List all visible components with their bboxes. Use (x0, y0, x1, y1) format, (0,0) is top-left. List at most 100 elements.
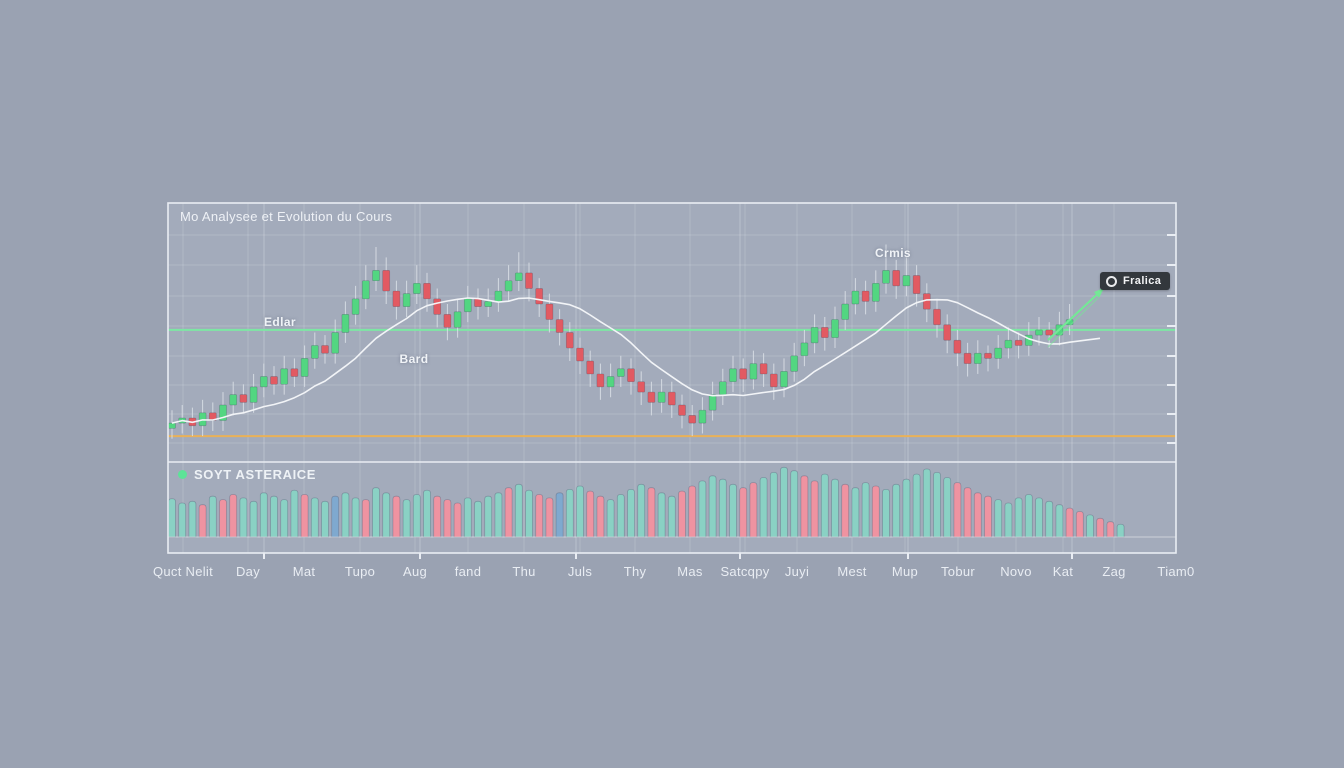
candle-bullish (514, 272, 523, 282)
volume-bar (1116, 523, 1125, 538)
volume-bar (270, 495, 278, 538)
volume-bar (402, 499, 411, 538)
volume-bar (321, 500, 329, 538)
volume-bar (718, 478, 727, 538)
volume-bar (586, 490, 595, 538)
trend-arrow-line (1047, 287, 1105, 341)
candle-bearish (290, 368, 299, 377)
trend-arrow-shadow-line (1047, 297, 1099, 348)
volume-bar (769, 472, 778, 538)
volume-bar (667, 495, 676, 538)
candle-bullish (606, 376, 615, 388)
volume-bar (810, 480, 819, 538)
volume-bar (423, 489, 431, 538)
volume-bar (831, 478, 839, 538)
candle-bullish (882, 269, 890, 284)
volume-bar (657, 492, 666, 538)
volume-bar (1086, 514, 1094, 538)
volume-bar (851, 487, 860, 538)
candle-bearish (535, 288, 544, 305)
candle-bearish (637, 381, 646, 393)
moving-average-line (171, 297, 1101, 424)
volume-bar (1065, 507, 1074, 538)
volume-bar (790, 470, 799, 538)
candle-bearish (423, 282, 431, 300)
candle-bullish (300, 358, 309, 377)
candle-bullish (463, 298, 472, 313)
candle-bearish (933, 308, 941, 326)
candle-bearish (392, 290, 401, 307)
candle-bullish (310, 345, 319, 359)
candle-bullish (994, 347, 1003, 359)
volume-bar (1096, 517, 1105, 538)
candle-bullish (871, 282, 880, 302)
candle-bullish (249, 386, 258, 403)
volume-bar (514, 483, 523, 538)
volume-bar (239, 497, 248, 538)
candle-bearish (922, 293, 931, 310)
volume-bar (310, 497, 319, 538)
candle-bullish (259, 376, 268, 388)
candle-bullish (718, 381, 727, 396)
volume-bar (871, 485, 880, 538)
volume-bar (596, 495, 605, 538)
volume-bar (922, 468, 931, 538)
volume-bar (627, 489, 635, 538)
volume-bar (780, 466, 788, 538)
volume-bar (382, 492, 391, 538)
volume-bar (759, 477, 768, 538)
volume-bar (555, 492, 564, 538)
volume-bar (392, 495, 401, 538)
candle-bullish (708, 394, 717, 411)
candle-bearish (963, 352, 972, 364)
volume-bar (729, 483, 737, 538)
volume-bar (708, 475, 717, 538)
chart-panel-bg (168, 203, 1176, 553)
candle-bullish (402, 293, 411, 307)
candle-bearish (443, 314, 452, 328)
volume-bar (678, 490, 686, 538)
volume-bar (1024, 494, 1033, 538)
candle-bullish (729, 368, 737, 383)
candle-bullish (831, 319, 839, 339)
volume-bar (933, 472, 941, 538)
candle-bearish (1014, 339, 1023, 346)
candle-bearish (984, 352, 992, 359)
candle-bearish (943, 324, 952, 341)
candle-bearish (1045, 329, 1054, 336)
volume-bar (535, 494, 544, 538)
volume-bar (341, 492, 350, 538)
volume-bar (882, 489, 890, 538)
candle-bearish (892, 269, 901, 287)
candle-bullish (1035, 329, 1043, 336)
candle-bearish (565, 332, 574, 349)
candle-bullish (351, 298, 360, 315)
candle-bearish (647, 391, 656, 403)
volume-bar (637, 483, 646, 538)
volume-bar (1014, 497, 1023, 538)
volume-bar (453, 502, 462, 538)
candle-bullish (902, 275, 911, 287)
candle-bullish (780, 371, 788, 388)
candle-bullish (168, 422, 176, 429)
candle-bearish (953, 339, 962, 354)
candle-bearish (759, 363, 768, 375)
candle-bearish (596, 373, 605, 388)
candle-bearish (270, 376, 278, 385)
volume-bar (749, 482, 758, 538)
volume-bar (892, 483, 901, 538)
candle-bearish (576, 347, 584, 362)
volume-bar (647, 487, 656, 538)
candle-bearish (820, 326, 829, 339)
volume-bar (463, 497, 472, 538)
volume-bar (1045, 500, 1054, 538)
candle-bullish (973, 352, 982, 364)
volume-bar (739, 487, 748, 538)
candle-bullish (1004, 339, 1013, 349)
candle-bullish (229, 394, 238, 406)
volume-bar (912, 473, 921, 538)
volume-bar (178, 502, 187, 538)
candle-bullish (372, 269, 380, 282)
volume-bar (361, 499, 370, 538)
